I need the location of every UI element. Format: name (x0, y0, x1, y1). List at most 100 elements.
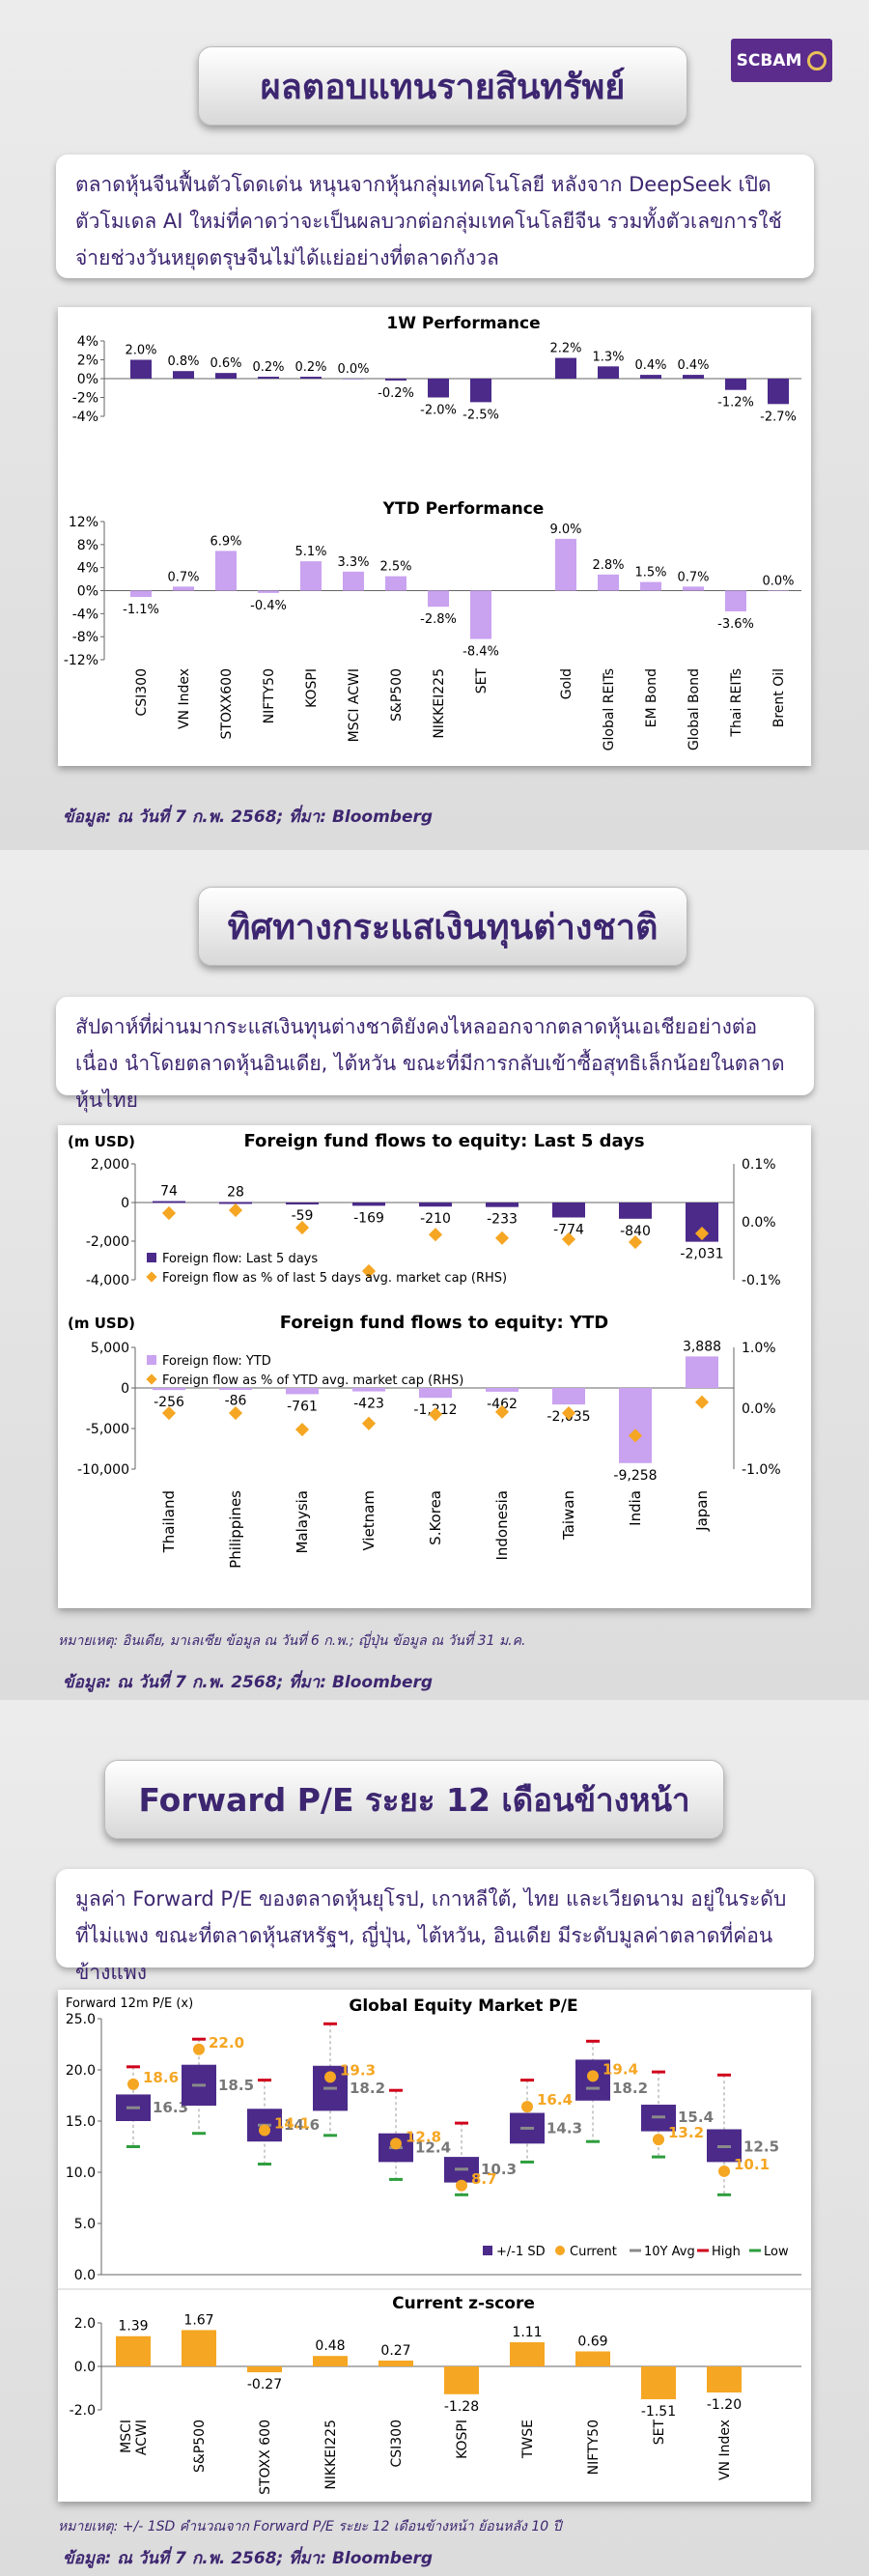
perf-category-label: KOSPI (304, 668, 320, 708)
section2-intro: สัปดาห์ที่ผ่านมากระแสเงินทุนต่างชาติยังค… (56, 997, 814, 1112)
flow-ytd-bar-6 (552, 1388, 585, 1405)
pe-current-marker (390, 2137, 402, 2150)
perf-ytd-bar-13 (683, 586, 704, 591)
perf-1w-data-label: 0.0% (337, 362, 369, 377)
flow-5d-data-label: -169 (353, 1210, 384, 1226)
perf-ytd-data-label: 2.5% (379, 560, 411, 575)
perf-1w-bar-8 (470, 379, 491, 403)
z-bar-9 (707, 2366, 742, 2392)
perf-1w-bar-15 (768, 379, 789, 405)
section2-title: ทิศทางกระแสเงินทุนต่างชาติ (198, 887, 687, 966)
z-bar-7 (575, 2351, 610, 2366)
flow-5d-rhs-marker (161, 1205, 177, 1221)
flow-5d-y-tick-label: 2,000 (91, 1157, 129, 1173)
perf-ytd-data-label: -8.4% (463, 645, 499, 660)
perf-ytd-data-label: 1.5% (634, 566, 666, 580)
perf-ytd-y-tick-label: 12% (69, 515, 98, 530)
flow-5d-data-label: -59 (292, 1208, 314, 1224)
section3-title: Forward P/E ระยะ 12 เดือนข้างหน้า (104, 1760, 724, 1839)
perf-ytd-y-tick-label: 4% (77, 561, 98, 577)
pe-current-marker (193, 2043, 205, 2055)
pe-current-label: 10.1 (734, 2156, 770, 2173)
perf-1w-data-label: 0.2% (252, 360, 284, 375)
perf-1w-bar-10 (555, 357, 576, 379)
flow-ytd-data-label: -423 (353, 1397, 384, 1412)
pe-current-marker (521, 2101, 533, 2113)
flow-ytd-bar-1 (219, 1388, 252, 1390)
perf-1w-y-tick-label: 0% (77, 372, 98, 387)
pe-title: Global Equity Market P/E (349, 1996, 577, 2016)
perf-category-label: STOXX600 (219, 668, 235, 739)
perf-ytd-y-tick-label: -8% (72, 630, 98, 645)
perf-1w-data-label: 0.4% (634, 358, 666, 373)
pe-current-label: 8.7 (471, 2170, 497, 2188)
z-data-label: -0.27 (247, 2377, 282, 2392)
flow-ytd-unit: (m USD) (68, 1315, 135, 1332)
flow-ytd-legend-dot-swatch (146, 1373, 157, 1385)
perf-category-label: S&P500 (389, 668, 405, 722)
pe-y-tick-label: 5.0 (74, 2217, 96, 2232)
flow-5d-data-label: -233 (487, 1212, 518, 1228)
section1-title: ผลตอบแทนรายสินทรัพย์ (198, 46, 687, 126)
perf-ytd-data-label: 0.7% (677, 570, 709, 584)
section3-intro: มูลค่า Forward P/E ของตลาดหุ้นยุโรป, เกา… (56, 1869, 814, 1984)
flow-5d-data-label: 74 (160, 1184, 178, 1200)
perf-ytd-y-tick-label: 0% (77, 584, 98, 600)
section2-note: หมายเหตุ: อินเดีย, มาเลเซีย ข้อมูล ณ วัน… (58, 1633, 526, 1649)
z-data-label: 1.67 (183, 2312, 213, 2328)
flow-5d-rhs-marker (294, 1220, 310, 1235)
z-category-label: S&P500 (192, 2420, 208, 2473)
perf-category-label: CSI300 (134, 668, 150, 717)
perf-ytd-y-tick-label: -4% (72, 607, 98, 622)
flow-5d-rhs-marker (694, 1226, 710, 1241)
perf-ytd-bar-6 (385, 576, 406, 591)
flow-5d-rtick-label: -0.1% (742, 1273, 781, 1288)
flow-ytd-bar-8 (686, 1356, 718, 1388)
pe-current-marker (456, 2179, 467, 2192)
flow-ytd-bar-2 (286, 1388, 319, 1395)
flow-5d-title: Foreign fund flows to equity: Last 5 day… (243, 1131, 644, 1151)
pe-legend-low-label: Low (764, 2245, 789, 2259)
pe-ylabel: Forward 12m P/E (x) (66, 1996, 193, 2011)
pe-current-marker (653, 2134, 664, 2146)
z-category-label: SET (652, 2420, 667, 2446)
pe-avg-label: 12.5 (743, 2138, 779, 2156)
flow-ytd-bar-5 (486, 1388, 519, 1392)
flow-category-label: Vietnam (360, 1490, 378, 1551)
perf-1w-data-label: 2.2% (549, 342, 581, 356)
z-category-label: ACWI (134, 2420, 150, 2455)
z-category-label: KOSPI (455, 2420, 470, 2459)
flow-category-label: Malaysia (294, 1490, 311, 1554)
flow-5d-rhs-marker (628, 1234, 643, 1250)
section2-source: ข้อมูล: ณ วันที่ 7 ก.พ. 2568; ที่มา: Blo… (63, 1673, 434, 1692)
pe-y-tick-label: 25.0 (66, 2012, 96, 2027)
brand-logo: SCBAM (731, 39, 832, 82)
flow-ytd-data-label: 3,888 (683, 1339, 721, 1354)
perf-ytd-bar-1 (173, 586, 194, 591)
z-data-label: 0.27 (380, 2343, 410, 2359)
perf-1w-bar-3 (258, 377, 279, 379)
flow-5d-legend-dot-swatch (146, 1271, 157, 1283)
flow-5d-unit: (m USD) (68, 1133, 135, 1150)
flow-5d-bar-7 (619, 1203, 652, 1219)
logo-ring-icon (807, 50, 827, 71)
flow-5d-bar-0 (153, 1201, 185, 1203)
perf-1w-data-label: -2.5% (463, 408, 499, 422)
flows-chart-panel: (m USD) Foreign fund flows to equity: Las… (58, 1125, 811, 1608)
pe-legend-high-label: High (712, 2245, 741, 2259)
perf-category-label: SET (474, 668, 490, 694)
pe-avg-label: 18.2 (350, 2080, 385, 2097)
flow-ytd-y-tick-label: 0 (121, 1381, 129, 1397)
flow-5d-data-label: -840 (620, 1224, 651, 1239)
perf-ytd-data-label: -1.1% (123, 603, 159, 617)
perf-category-label: MSCI ACWI (347, 668, 362, 742)
perf-ytd-bar-15 (768, 590, 789, 591)
z-category-label: NIFTY50 (586, 2420, 602, 2475)
perf-ytd-bar-14 (725, 590, 746, 611)
pe-current-marker (587, 2070, 599, 2082)
flow-ytd-rtick-label: 1.0% (742, 1341, 776, 1356)
pe-legend-current-swatch (555, 2246, 565, 2255)
pe-current-label: 19.3 (340, 2061, 376, 2079)
flow-ytd-y-tick-label: -10,000 (77, 1462, 129, 1478)
perf-1w-bar-0 (130, 359, 152, 379)
